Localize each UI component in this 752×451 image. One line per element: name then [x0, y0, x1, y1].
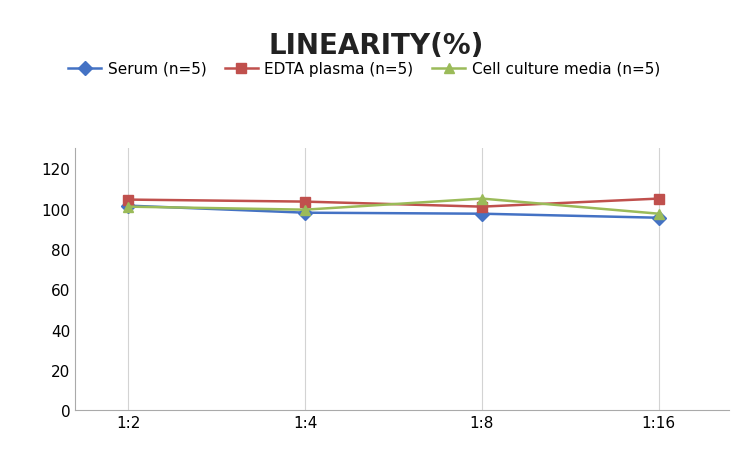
Serum (n=5) — [301, 211, 310, 216]
EDTA plasma (n=5) — [124, 198, 133, 203]
Text: LINEARITY(%): LINEARITY(%) — [268, 32, 484, 60]
Serum (n=5) — [654, 216, 663, 221]
EDTA plasma (n=5) — [301, 199, 310, 205]
EDTA plasma (n=5) — [654, 197, 663, 202]
Legend: Serum (n=5), EDTA plasma (n=5), Cell culture media (n=5): Serum (n=5), EDTA plasma (n=5), Cell cul… — [68, 62, 660, 77]
EDTA plasma (n=5) — [478, 204, 487, 210]
Cell culture media (n=5) — [478, 197, 487, 202]
Cell culture media (n=5) — [124, 204, 133, 210]
Line: Serum (n=5): Serum (n=5) — [123, 201, 663, 223]
Cell culture media (n=5) — [654, 212, 663, 217]
Line: Cell culture media (n=5): Cell culture media (n=5) — [123, 194, 663, 219]
Line: EDTA plasma (n=5): EDTA plasma (n=5) — [123, 194, 663, 212]
Serum (n=5) — [124, 203, 133, 209]
Cell culture media (n=5) — [301, 207, 310, 213]
Serum (n=5) — [478, 212, 487, 217]
